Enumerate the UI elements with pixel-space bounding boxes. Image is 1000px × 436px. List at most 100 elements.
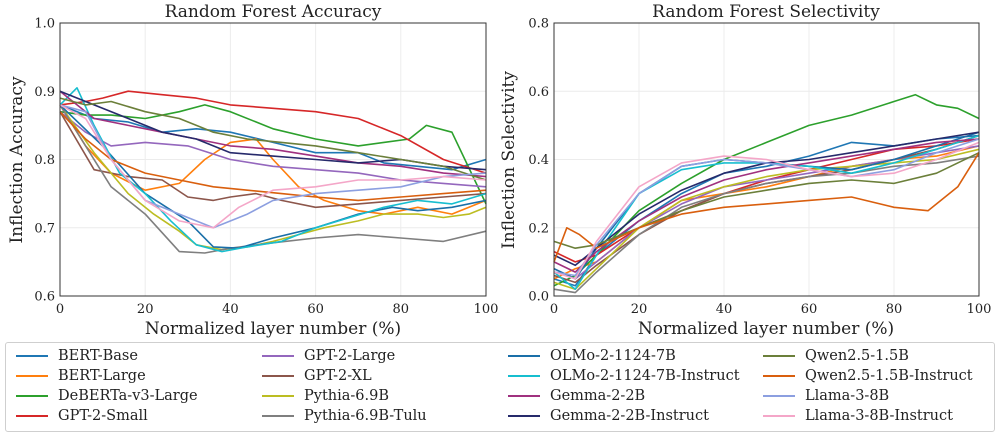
accuracy-xtick-label: 60 (307, 302, 324, 317)
legend-swatch (763, 355, 795, 357)
legend-swatch (262, 355, 294, 357)
accuracy-ytick-label: 1.0 (34, 17, 55, 32)
legend-item-llama-3-8b: Llama-3-8B (763, 386, 889, 406)
legend: BERT-Base GPT-2-Large OLMo-2-1124-7B Qwen2.… (5, 342, 995, 432)
legend-item-gpt-2-small: GPT-2-Small (16, 406, 148, 426)
accuracy-xtick-label: 40 (222, 302, 239, 317)
selectivity-ytick-label: 0.6 (528, 85, 549, 100)
legend-swatch (262, 395, 294, 397)
selectivity-chart: 0 20 40 60 80 100 0.0 0.2 0.4 0.6 0.8 Random Fore… (499, 2, 991, 339)
accuracy-ytick-label: 0.6 (34, 290, 55, 305)
legend-label: DeBERTa-v3-Large (58, 388, 198, 404)
legend-item-deberta-v3-large: DeBERTa-v3-Large (16, 386, 198, 406)
accuracy-series-gpt-2-xl (59, 111, 487, 209)
selectivity-xtick-label: 20 (631, 302, 648, 317)
legend-label: Pythia-6.9B-Tulu (304, 408, 427, 424)
accuracy-plot-frame (59, 22, 487, 297)
legend-label: Gemma-2-2B (550, 388, 646, 404)
legend-label: Llama-3-8B-Instruct (805, 408, 953, 424)
legend-item-pythia-6-9b-tulu: Pythia-6.9B-Tulu (262, 406, 427, 426)
legend-swatch (763, 395, 795, 397)
selectivity-ytick-label: 0.4 (528, 153, 549, 168)
legend-swatch (508, 355, 540, 357)
accuracy-series-pythia-6-9b (59, 104, 487, 251)
legend-item-qwen2-5-1-5b: Qwen2.5-1.5B (763, 346, 909, 366)
accuracy-title: Random Forest Accuracy (165, 2, 382, 22)
selectivity-ytick-label: 0.0 (528, 290, 549, 305)
selectivity-series-pythia-6-9b (553, 148, 980, 291)
accuracy-ytick-label: 0.7 (34, 221, 55, 236)
legend-item-qwen2-5-1-5b-instruct: Qwen2.5-1.5B-Instruct (763, 366, 973, 386)
legend-item-gpt-2-xl: GPT-2-XL (262, 366, 372, 386)
selectivity-series-gemma-2-2b (553, 138, 980, 273)
legend-label: Pythia-6.9B (304, 388, 390, 404)
legend-item-llama-3-8b-instruct: Llama-3-8B-Instruct (763, 406, 953, 426)
legend-swatch (763, 375, 795, 377)
legend-item-bert-large: BERT-Large (16, 366, 146, 386)
selectivity-xtick-label: 60 (801, 302, 818, 317)
legend-swatch (16, 395, 48, 397)
accuracy-ytick-label: 0.8 (34, 153, 55, 168)
accuracy-xtick-label: 0 (56, 302, 64, 317)
legend-swatch (16, 415, 48, 417)
selectivity-xtick-label: 40 (716, 302, 733, 317)
legend-swatch (262, 375, 294, 377)
selectivity-series-qwen2-5-1-5b-instruct (553, 152, 980, 263)
selectivity-ytick-label: 0.8 (528, 17, 549, 32)
legend-swatch (262, 415, 294, 417)
legend-label: Qwen2.5-1.5B-Instruct (805, 368, 973, 384)
legend-item-gemma-2-2b-instruct: Gemma-2-2B-Instruct (508, 406, 709, 426)
accuracy-chart: 0 20 40 60 80 100 0.6 0.7 0.8 0.9 1.0 Random Fore… (7, 2, 498, 339)
legend-swatch (16, 375, 48, 377)
accuracy-series-gpt-2-large (59, 111, 487, 188)
accuracy-ytick-label: 0.9 (34, 85, 55, 100)
accuracy-series-gemma-2-2b-instruct (59, 90, 487, 171)
legend-label: GPT-2-Small (58, 408, 148, 424)
selectivity-ylabel: Inflection Selectivity (499, 71, 519, 249)
accuracy-series-gemma-2-2b (59, 90, 487, 178)
legend-item-gpt-2-large: GPT-2-Large (262, 346, 395, 366)
accuracy-xlabel: Normalized layer number (%) (145, 319, 401, 339)
accuracy-series-olmo-2-1124-7b-instruct (59, 87, 487, 253)
selectivity-series-deberta-v3-large (553, 93, 980, 287)
accuracy-series-bert-base (59, 104, 487, 171)
accuracy-xtick-label: 100 (474, 302, 499, 317)
selectivity-series-olmo-2-1124-7b-instruct (553, 134, 980, 291)
selectivity-series-llama-3-8b-instruct (553, 141, 980, 280)
legend-swatch (508, 415, 540, 417)
selectivity-series-llama-3-8b (553, 138, 980, 277)
legend-label: Qwen2.5-1.5B (805, 348, 909, 364)
accuracy-ylabel: Inflection Accuracy (7, 76, 27, 243)
accuracy-xtick-label: 20 (137, 302, 154, 317)
accuracy-series-gpt-2-small (59, 90, 487, 174)
selectivity-ytick-label: 0.2 (528, 221, 549, 236)
legend-label: OLMo-2-1124-7B-Instruct (550, 368, 740, 384)
selectivity-xtick-label: 100 (967, 302, 992, 317)
charts-svg: 0 20 40 60 80 100 0.6 0.7 0.8 0.9 1.0 Random Fore… (7, 2, 991, 339)
legend-swatch (508, 395, 540, 397)
legend-label: BERT-Base (58, 348, 138, 364)
selectivity-series-pythia-6-9b-tulu (553, 155, 980, 294)
selectivity-xtick-label: 0 (550, 302, 558, 317)
legend-label: GPT-2-Large (304, 348, 396, 364)
selectivity-title: Random Forest Selectivity (652, 2, 880, 22)
legend-label: BERT-Large (58, 368, 146, 384)
legend-label: Llama-3-8B (805, 388, 890, 404)
selectivity-xlabel: Normalized layer number (%) (638, 319, 894, 339)
legend-item-pythia-6-9b: Pythia-6.9B (262, 386, 389, 406)
legend-item-gemma-2-2b: Gemma-2-2B (508, 386, 645, 406)
accuracy-series-qwen2-5-1-5b (59, 97, 487, 181)
accuracy-series-llama-3-8b-instruct (59, 104, 487, 229)
legend-swatch (508, 375, 540, 377)
selectivity-plot-frame (553, 22, 980, 297)
legend-item-bert-base: BERT-Base (16, 346, 138, 366)
legend-item-olmo-2-1124-7b: OLMo-2-1124-7B (508, 346, 676, 366)
selectivity-xtick-label: 80 (886, 302, 903, 317)
legend-label: Gemma-2-2B-Instruct (550, 408, 709, 424)
legend-swatch (763, 415, 795, 417)
legend-swatch (16, 355, 48, 357)
legend-label: OLMo-2-1124-7B (550, 348, 676, 364)
accuracy-xtick-label: 80 (393, 302, 410, 317)
legend-item-olmo-2-1124-7b-instruct: OLMo-2-1124-7B-Instruct (508, 366, 740, 386)
